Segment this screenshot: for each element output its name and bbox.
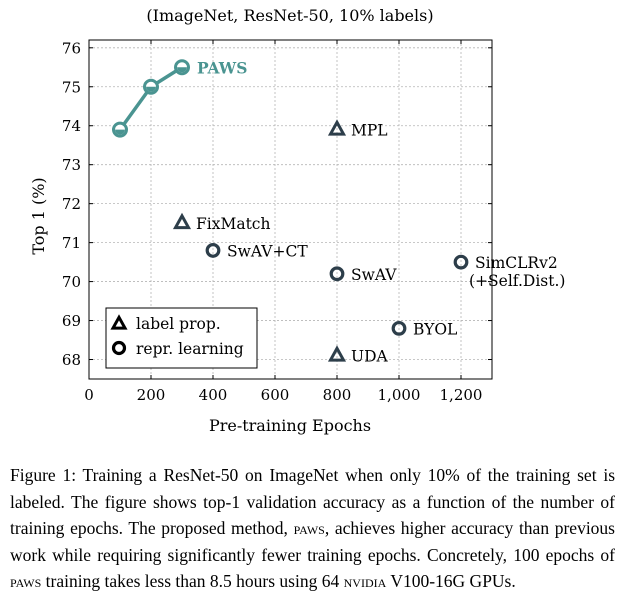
x-tick-label: 1,000 [378, 386, 421, 404]
legend-marker-label-prop- [110, 314, 128, 330]
caption-vendor: nvidia [343, 571, 387, 591]
y-tick-label: 70 [62, 273, 81, 291]
label-swav-ct: SwAV+CT [227, 242, 308, 260]
grid [88, 40, 492, 379]
y-tick-label: 75 [62, 78, 81, 96]
caption-text-4: V100-16G GPUs. [386, 571, 516, 591]
paws-point-fill [177, 67, 187, 73]
x-tick-label: 400 [199, 386, 228, 404]
point-swav-ct [205, 243, 221, 258]
point-fixmatch [172, 212, 192, 230]
legend-label-label-prop-: label prop. [136, 315, 221, 333]
x-tick-label: 800 [323, 386, 352, 404]
label-simclrv2: SimCLRv2 [475, 254, 558, 272]
caption-text-2: , achieves higher accuracy than previous… [10, 518, 615, 565]
caption-method-2: paws [10, 571, 42, 591]
x-tick-label: 600 [261, 386, 290, 404]
caption-method-1: paws [293, 518, 325, 538]
x-tick-label: 1,200 [440, 386, 483, 404]
chart: (ImageNet, ResNet-50, 10% labels) 0 200 40… [29, 6, 565, 435]
y-axis: 68 69 70 71 72 73 74 75 76 [62, 39, 492, 369]
series-layer: PAWS [112, 58, 247, 138]
paws-point-fill [146, 86, 156, 92]
label-swav: SwAV [351, 266, 397, 284]
y-tick-label: 71 [62, 234, 81, 252]
point-byol [391, 320, 407, 336]
paws-label: PAWS [197, 58, 247, 77]
y-tick-label: 76 [62, 39, 81, 57]
figure-caption: Figure 1: Training a ResNet-50 on ImageN… [10, 462, 615, 595]
label-fixmatch: FixMatch [196, 215, 270, 233]
legend-box [105, 307, 258, 369]
label-uda: UDA [351, 348, 388, 366]
x-axis-label: Pre-training Epochs [209, 416, 371, 435]
y-tick-label: 73 [62, 156, 81, 174]
legend-marker-repr-learning [111, 340, 127, 356]
point-simclrv2 [453, 254, 469, 270]
plot-frame [88, 39, 493, 380]
point-uda [327, 345, 347, 362]
point-swav [329, 266, 345, 282]
caption-text-3: training takes less than 8.5 hours using… [41, 571, 344, 591]
y-tick-label: 74 [62, 117, 81, 135]
point-mpl [327, 119, 347, 136]
x-tick-label: 0 [84, 386, 94, 404]
label-simclrv2-sub: (+Self.Dist.) [469, 272, 565, 290]
legend-label-repr-learning: repr. learning [136, 340, 244, 358]
caption-text-1: Training a ResNet-50 on ImageNet when on… [10, 465, 615, 538]
y-tick-label: 69 [62, 312, 81, 330]
legend: label prop. repr. learning [105, 307, 258, 369]
chart-title: (ImageNet, ResNet-50, 10% labels) [146, 6, 433, 25]
points-layer: MPL FixMatch SwAV+CT SwAV SimCLRv2(+Self.Dis… [172, 119, 565, 366]
x-axis: 0 200 400 600 800 1,000 1,200 [84, 40, 482, 404]
y-axis-label: Top 1 (%) [29, 177, 48, 254]
y-tick-label: 68 [62, 351, 81, 369]
caption-prefix: Figure 1: [10, 465, 77, 485]
label-byol: BYOL [413, 320, 457, 338]
y-tick-label: 72 [62, 195, 81, 213]
label-mpl: MPL [351, 122, 388, 140]
paws-point-fill [115, 129, 125, 135]
x-tick-label: 200 [137, 386, 166, 404]
